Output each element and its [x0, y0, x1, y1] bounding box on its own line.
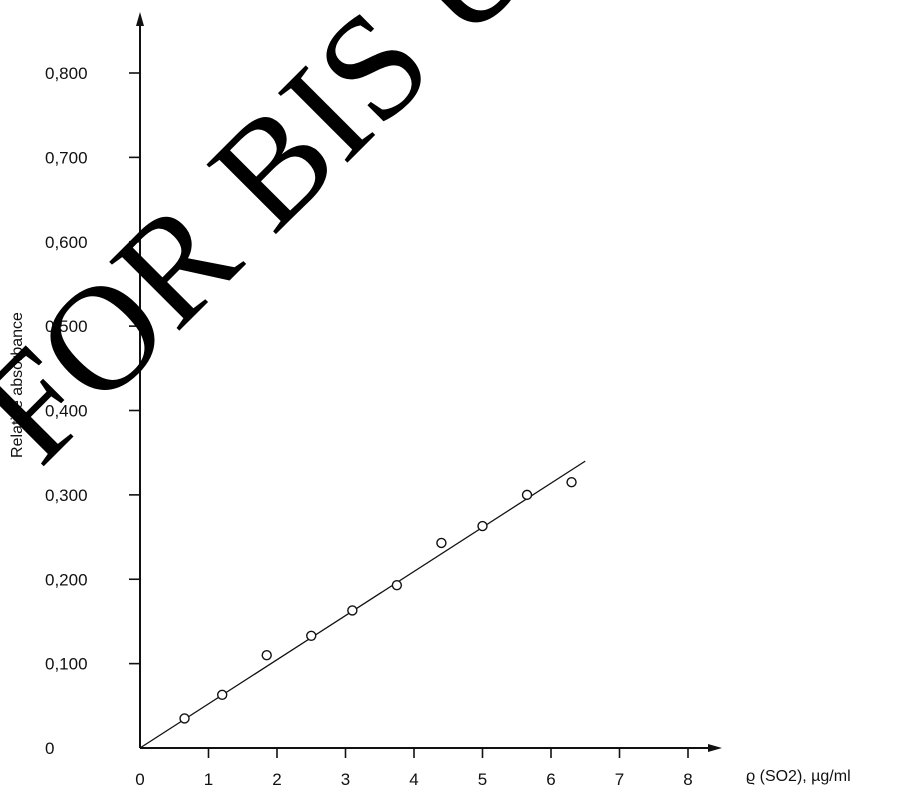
data-point: [179, 713, 190, 724]
data-points: [179, 477, 577, 724]
x-axis-label: ϱ (SO2), µg/ml: [746, 768, 851, 785]
fit-line: [139, 460, 586, 749]
x-axis-ticks: 0 1 2 3 4 5 6 7 8: [135, 748, 693, 789]
x-tick-label: 7: [615, 770, 624, 789]
x-tick-label: 6: [546, 770, 555, 789]
data-point: [347, 605, 358, 616]
data-point: [306, 630, 317, 641]
data-point: [477, 520, 488, 532]
data-point: [566, 477, 577, 488]
x-tick-label: 0: [135, 770, 144, 789]
x-tick-label: 8: [683, 770, 692, 789]
x-tick-label: 4: [409, 770, 418, 789]
x-tick-label: 5: [478, 770, 487, 789]
x-tick-label: 3: [341, 770, 350, 789]
y-axis-ticks: 0 0,100 0,200 0,300 0,400 0,500 0,600 0,700 0,80…: [45, 64, 140, 758]
y-tick-label: 0: [45, 739, 54, 758]
data-point: [216, 689, 228, 701]
y-tick-label: 0,800: [45, 64, 88, 83]
y-tick-label: 0,400: [45, 402, 88, 421]
y-axis-arrowhead: [136, 12, 144, 26]
data-point: [521, 489, 533, 501]
y-tick-label: 0,100: [45, 655, 88, 674]
y-axis-label: Relative absorbance: [9, 312, 26, 458]
x-tick-label: 2: [272, 770, 281, 789]
data-point: [261, 649, 272, 661]
x-axis-arrowhead: [708, 744, 722, 752]
y-tick-label: 0,500: [45, 317, 88, 336]
y-tick-label: 0,300: [45, 486, 88, 505]
y-tick-label: 0,600: [45, 233, 88, 252]
y-tick-label: 0,200: [45, 570, 88, 589]
y-tick-label: 0,700: [45, 148, 88, 167]
data-point: [391, 579, 403, 591]
x-tick-label: 1: [204, 770, 213, 789]
data-point: [436, 537, 447, 549]
